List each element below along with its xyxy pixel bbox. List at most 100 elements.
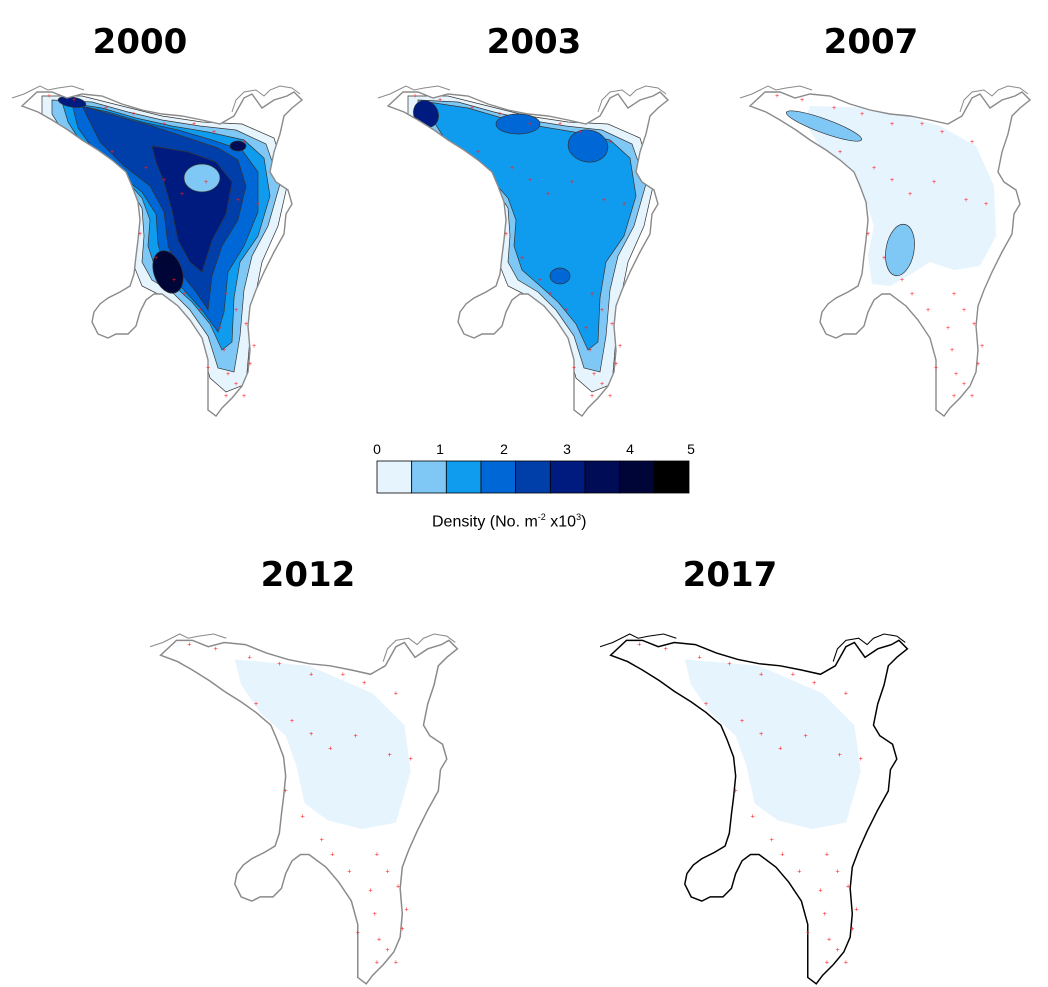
sampling-station-marker: + xyxy=(110,149,114,156)
sampling-station-marker: + xyxy=(394,958,398,967)
sampling-station-marker: + xyxy=(602,197,606,204)
sampling-station-marker: + xyxy=(236,197,240,204)
sampling-station-marker: + xyxy=(818,886,822,895)
sampling-station-marker: + xyxy=(984,201,988,208)
sampling-station-marker: + xyxy=(940,129,944,136)
sampling-station-marker: + xyxy=(854,905,858,914)
sampling-station-marker: + xyxy=(932,179,936,186)
sampling-station-marker: + xyxy=(920,121,924,128)
sampling-station-marker: + xyxy=(812,678,816,687)
sampling-station-marker: + xyxy=(962,381,966,388)
sampling-station-marker: + xyxy=(144,165,148,172)
sampling-station-marker: + xyxy=(952,393,956,400)
sampling-station-marker: + xyxy=(934,365,938,372)
sampling-station-marker: + xyxy=(882,255,886,262)
sampling-station-marker: + xyxy=(825,850,829,859)
sampling-station-marker: + xyxy=(290,716,294,725)
sampling-station-marker: + xyxy=(72,97,76,104)
legend-swatch xyxy=(376,460,413,494)
lake-map-2007: + + + + + + + + + + + + + + + + + + + + + + + + + + + + + + + + xyxy=(739,85,1032,417)
sampling-station-marker: + xyxy=(510,165,514,172)
sampling-station-marker: + xyxy=(608,139,612,146)
sampling-station-marker: + xyxy=(284,786,288,795)
sampling-station-marker: + xyxy=(244,321,248,328)
legend-swatch xyxy=(653,460,690,494)
sampling-station-marker: + xyxy=(387,750,391,759)
sampling-station-marker: + xyxy=(504,231,508,238)
sampling-station-marker: + xyxy=(224,393,228,400)
sampling-station-marker: + xyxy=(222,347,226,354)
sampling-station-marker: + xyxy=(438,97,442,104)
sampling-station-marker: + xyxy=(172,277,176,284)
sampling-station-marker: + xyxy=(347,867,351,876)
density-hotspot xyxy=(152,250,184,294)
sampling-station-marker: + xyxy=(234,307,238,314)
sampling-station-marker: + xyxy=(528,177,532,184)
sampling-station-marker: + xyxy=(132,111,136,118)
sampling-station-marker: + xyxy=(926,307,930,314)
sampling-station-marker: + xyxy=(182,291,186,298)
legend-swatch xyxy=(515,460,551,494)
sampling-station-marker: + xyxy=(590,393,594,400)
density-hotspot xyxy=(567,129,609,163)
sampling-station-marker: + xyxy=(637,640,641,649)
sampling-station-marker: + xyxy=(727,659,731,668)
sampling-station-marker: + xyxy=(356,928,360,937)
north-shoreline xyxy=(739,85,1029,113)
sampling-station-marker: + xyxy=(362,678,366,687)
sampling-station-marker: + xyxy=(846,881,850,890)
sampling-station-marker: + xyxy=(470,105,474,112)
sampling-station-marker: + xyxy=(962,307,966,314)
sampling-station-marker: + xyxy=(791,669,795,678)
sampling-station-marker: + xyxy=(476,149,480,156)
sampling-station-marker: + xyxy=(528,121,532,128)
sampling-station-marker: + xyxy=(154,255,158,262)
sampling-station-marker: + xyxy=(248,652,252,661)
sampling-station-marker: + xyxy=(256,201,260,208)
sampling-station-marker: + xyxy=(206,365,210,372)
sampling-station-marker: + xyxy=(375,850,379,859)
sampling-station-marker: + xyxy=(341,669,345,678)
sampling-station-marker: + xyxy=(162,121,166,128)
lake-map-2017: + + + + + + + + + + + + + + + + + + + + + + + + + + + + + + + + xyxy=(599,633,909,985)
sampling-station-marker: + xyxy=(498,111,502,118)
density-patch xyxy=(885,223,915,277)
sampling-station-marker: + xyxy=(976,361,980,368)
legend-tick-3: 3 xyxy=(563,441,571,457)
panel-title-2003: 2003 xyxy=(486,22,582,62)
legend-swatch xyxy=(480,460,517,494)
sampling-station-marker: + xyxy=(252,343,256,350)
legend-tick-1: 1 xyxy=(436,441,444,457)
sampling-station-marker: + xyxy=(614,361,618,368)
sampling-station-marker: + xyxy=(835,867,839,876)
sampling-station-marker: + xyxy=(759,669,763,678)
sampling-station-marker: + xyxy=(664,644,668,653)
lake-shoreline xyxy=(748,91,1032,417)
sampling-station-marker: + xyxy=(588,347,592,354)
sampling-station-marker: + xyxy=(584,325,588,332)
sampling-station-marker: + xyxy=(400,924,404,933)
density-area-low xyxy=(234,659,411,830)
sampling-station-marker: + xyxy=(952,291,956,298)
sampling-station-marker: + xyxy=(964,197,968,204)
legend-swatch xyxy=(445,460,482,494)
density-area-low xyxy=(804,106,996,286)
legend-tick-2: 2 xyxy=(500,441,508,457)
sampling-station-marker: + xyxy=(600,307,604,314)
sampling-station-marker: + xyxy=(301,811,305,820)
sampling-station-marker: + xyxy=(578,129,582,136)
sampling-station-marker: + xyxy=(970,393,974,400)
density-area-low xyxy=(684,659,861,830)
sampling-station-marker: + xyxy=(413,93,417,100)
sampling-station-marker: + xyxy=(330,850,334,859)
sampling-station-marker: + xyxy=(394,688,398,697)
sampling-station-marker: + xyxy=(844,688,848,697)
sampling-station-marker: + xyxy=(385,867,389,876)
sampling-station-marker: + xyxy=(740,716,744,725)
sampling-station-marker: + xyxy=(328,744,332,753)
sampling-station-marker: + xyxy=(242,139,246,146)
sampling-station-marker: + xyxy=(138,231,142,238)
sampling-station-marker: + xyxy=(47,93,51,100)
